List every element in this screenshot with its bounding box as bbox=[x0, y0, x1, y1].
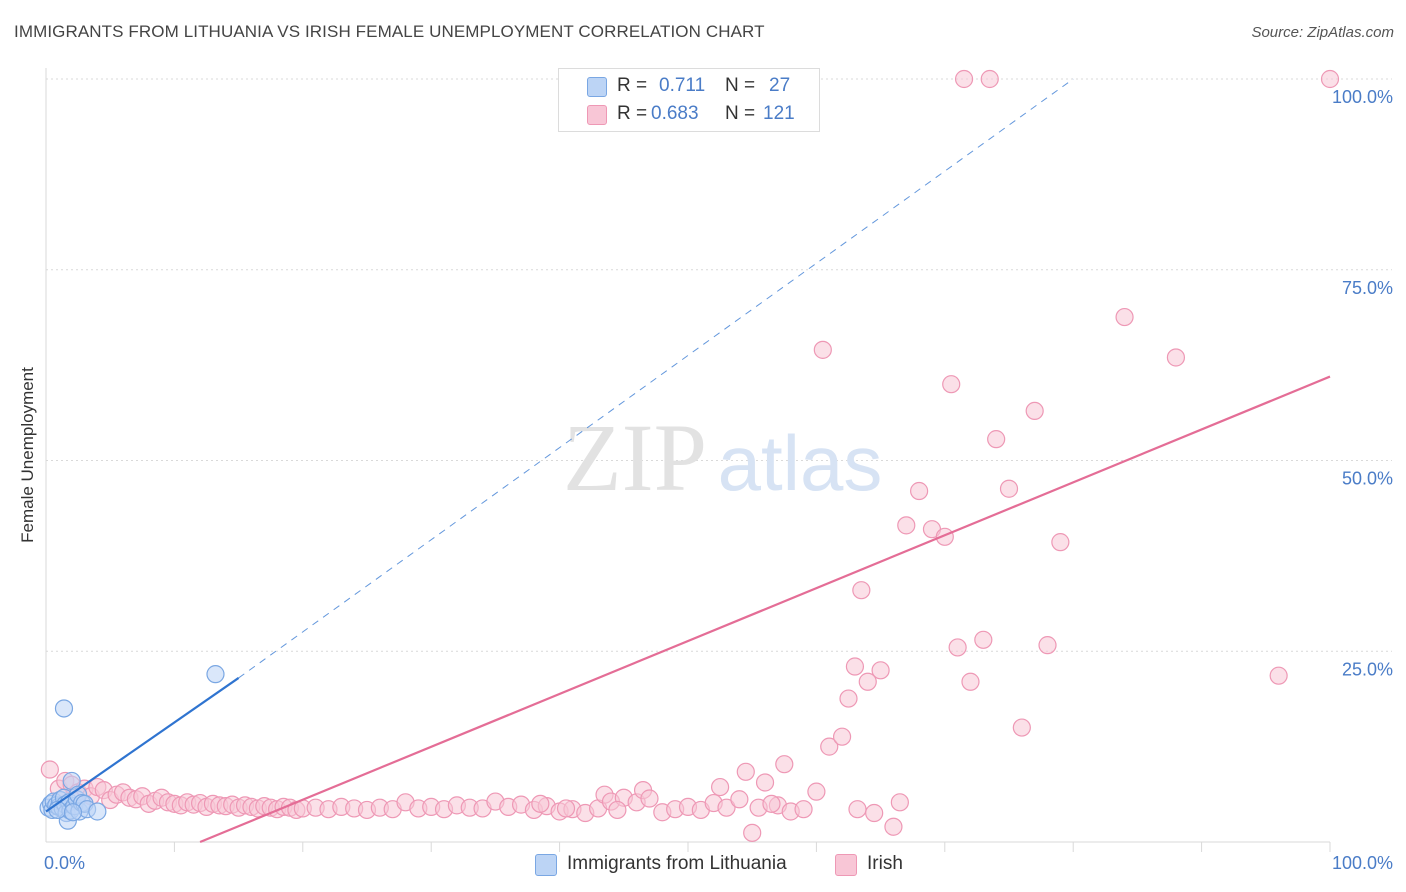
legend-r-value-2: 0.683 bbox=[651, 103, 699, 124]
data-point bbox=[954, 69, 974, 89]
data-point bbox=[890, 793, 909, 812]
data-point bbox=[871, 661, 890, 680]
legend-swatch-lithuania bbox=[587, 77, 607, 97]
watermark-atlas: atlas bbox=[718, 419, 883, 507]
data-point bbox=[1166, 348, 1186, 367]
data-point bbox=[897, 516, 916, 535]
data-point bbox=[942, 375, 961, 394]
data-point bbox=[974, 630, 993, 649]
legend-n-label-2: N = bbox=[725, 103, 756, 124]
irish-trend-line bbox=[199, 375, 1331, 844]
legend-r-value-1: 0.711 bbox=[659, 75, 706, 96]
data-point bbox=[832, 727, 852, 746]
x-tick-labels: 0.0% 100.0% bbox=[44, 853, 1393, 873]
data-point bbox=[1038, 636, 1057, 655]
source-label: Source: ZipAtlas.com bbox=[1251, 24, 1394, 41]
watermark: ZIP atlas bbox=[563, 404, 882, 511]
legend-r-label-1: R = bbox=[617, 75, 648, 96]
y-tick-label: 50.0% bbox=[1342, 469, 1393, 489]
lithuania-trend-extension bbox=[238, 78, 1074, 679]
y-tick-label: 25.0% bbox=[1342, 659, 1393, 679]
series-legend-label-lithuania: Immigrants from Lithuania bbox=[567, 853, 787, 874]
data-point bbox=[63, 803, 83, 822]
lithuania-points bbox=[39, 665, 225, 830]
data-point bbox=[865, 803, 884, 823]
data-point bbox=[910, 481, 929, 501]
data-point bbox=[1115, 307, 1134, 327]
data-point bbox=[820, 737, 839, 756]
data-point bbox=[999, 479, 1019, 498]
data-point bbox=[88, 802, 107, 821]
data-point bbox=[839, 689, 858, 708]
legend-n-value-1: 27 bbox=[769, 75, 791, 96]
data-point bbox=[755, 773, 775, 792]
data-point bbox=[743, 823, 762, 842]
data-point bbox=[1320, 69, 1340, 89]
data-point bbox=[807, 782, 826, 801]
x-tick-label: 0.0% bbox=[44, 853, 85, 873]
x-tick-label: 100.0% bbox=[1332, 853, 1393, 873]
data-point bbox=[730, 790, 749, 809]
trend-lines bbox=[45, 78, 1331, 844]
watermark-zip: ZIP bbox=[563, 404, 707, 511]
data-point bbox=[710, 777, 730, 797]
data-point bbox=[556, 799, 576, 818]
series-legend-label-irish: Irish bbox=[867, 853, 903, 874]
series-legend: Immigrants from Lithuania Irish bbox=[0, 852, 1406, 876]
y-tick-label: 100.0% bbox=[1332, 87, 1393, 107]
series-legend-swatch-lithuania bbox=[535, 854, 557, 876]
data-point bbox=[640, 789, 659, 808]
data-point bbox=[1269, 666, 1288, 685]
data-point bbox=[531, 794, 550, 813]
data-point bbox=[987, 430, 1006, 449]
data-point bbox=[980, 69, 999, 89]
data-point bbox=[813, 340, 832, 359]
legend-n-label-1: N = bbox=[725, 75, 756, 96]
series-legend-swatch-irish bbox=[835, 854, 857, 876]
data-point bbox=[961, 672, 980, 691]
data-point bbox=[736, 762, 755, 781]
data-point bbox=[845, 657, 865, 676]
data-point bbox=[852, 581, 871, 600]
data-point bbox=[762, 794, 781, 813]
legend-n-value-2: 121 bbox=[763, 103, 795, 124]
data-point bbox=[775, 755, 794, 774]
data-point bbox=[1012, 718, 1031, 737]
legend-swatch-irish bbox=[587, 105, 607, 125]
data-point bbox=[1025, 401, 1044, 421]
correlation-legend: R = 0.711 N = 27 R = 0.683 N = 121 bbox=[558, 68, 820, 132]
data-point bbox=[794, 800, 813, 819]
chart-title: IMMIGRANTS FROM LITHUANIA VS IRISH FEMAL… bbox=[14, 22, 765, 41]
data-point bbox=[608, 800, 627, 820]
y-tick-label: 75.0% bbox=[1342, 278, 1393, 298]
lithuania-trend-line bbox=[45, 677, 240, 813]
grid-lines bbox=[45, 68, 1392, 852]
data-point bbox=[717, 798, 736, 817]
data-point bbox=[1051, 533, 1070, 552]
data-point bbox=[884, 817, 903, 836]
data-point bbox=[206, 665, 225, 684]
data-point bbox=[948, 638, 967, 657]
data-point bbox=[40, 760, 59, 779]
y-tick-labels: 25.0% 50.0% 75.0% 100.0% bbox=[1332, 87, 1393, 679]
legend-r-label-2: R = bbox=[617, 103, 648, 124]
data-point bbox=[54, 699, 74, 718]
data-point bbox=[858, 672, 877, 691]
data-point bbox=[848, 800, 867, 819]
